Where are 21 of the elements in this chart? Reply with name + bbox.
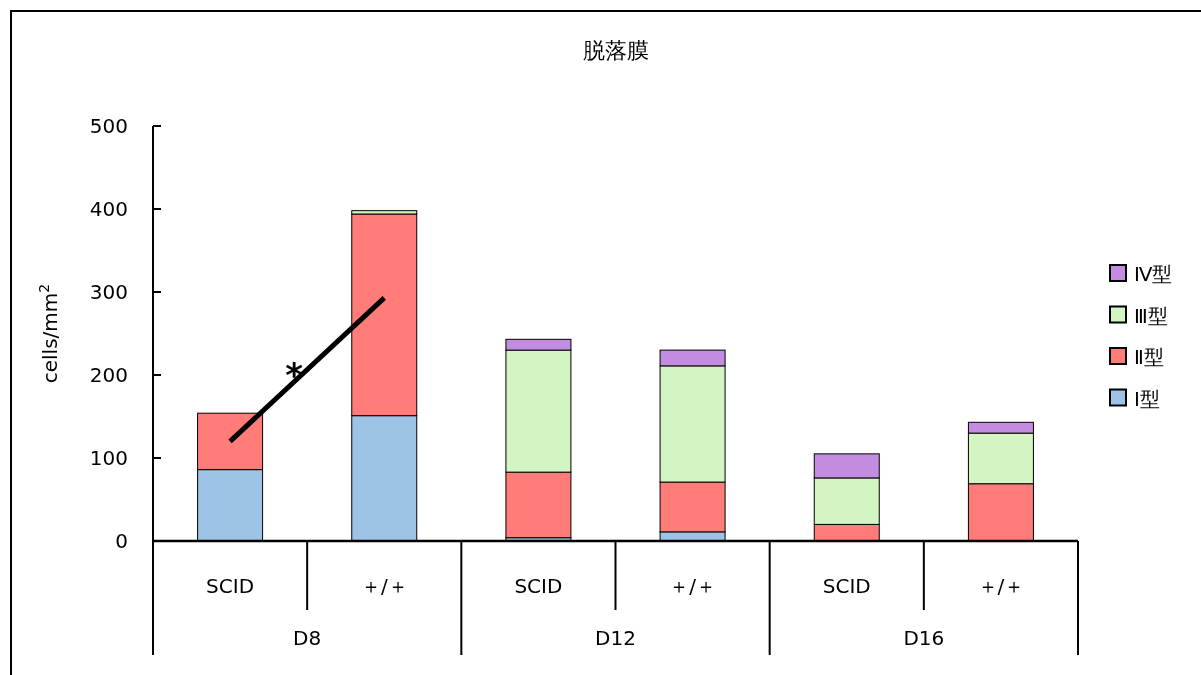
y-tick-label: 300 — [89, 280, 128, 304]
y-tick-label: 100 — [89, 446, 128, 470]
legend-label: Ⅰ型 — [1134, 386, 1160, 411]
annotation: * — [285, 355, 304, 396]
x-tick-label: SCID — [514, 574, 563, 598]
x-tick-label: ＋/＋ — [977, 574, 1025, 598]
x-tick-label: SCID — [822, 574, 871, 598]
legend-label: Ⅲ型 — [1134, 303, 1168, 328]
y-tick-label: 500 — [89, 114, 128, 138]
text: D8 — [293, 626, 322, 650]
legend-label: Ⅱ型 — [1134, 345, 1164, 369]
x-tick-label: SCID — [206, 574, 255, 598]
text: D16 — [903, 626, 945, 650]
y-tick-label: 400 — [89, 197, 128, 221]
x-tick-label: ＋/＋ — [360, 574, 408, 598]
y-tick-label: 0 — [115, 529, 128, 553]
text: D12 — [595, 626, 636, 650]
chart-title: 脱落膜 — [582, 38, 649, 63]
legend-label: Ⅳ型 — [1134, 262, 1173, 286]
x-tick-label: ＋/＋ — [669, 574, 716, 598]
y-tick-label: 200 — [89, 363, 128, 387]
